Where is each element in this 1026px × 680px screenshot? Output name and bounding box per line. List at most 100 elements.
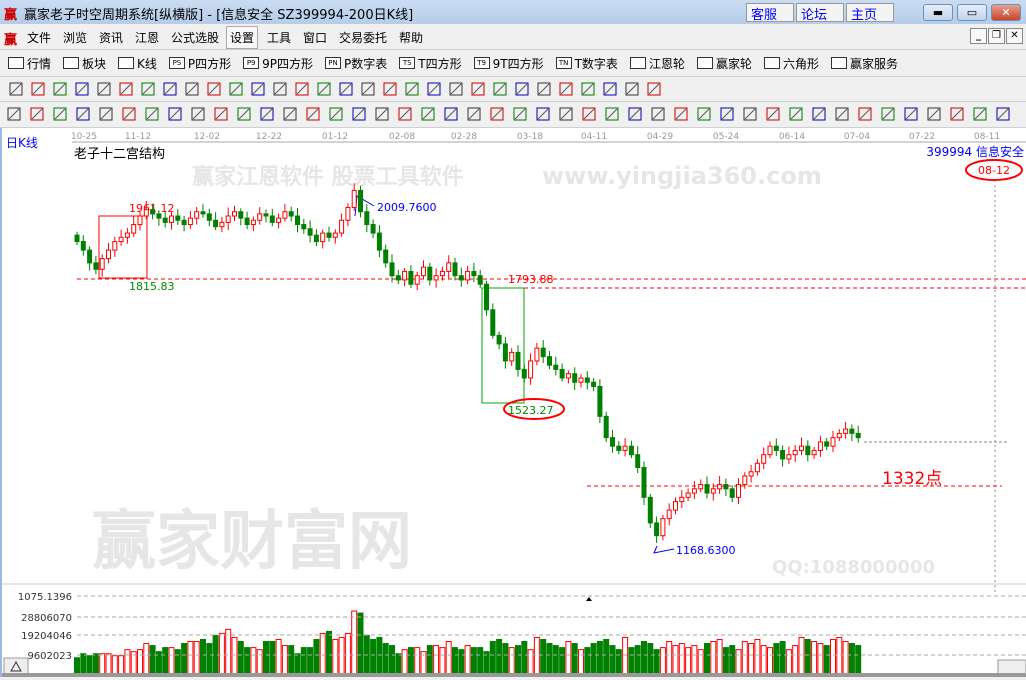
tool-icon[interactable] bbox=[213, 106, 229, 122]
tool-icon[interactable] bbox=[673, 106, 689, 122]
kline-chart[interactable]: 赢家财富网 赢家江恩软件 股票工具软件 www.yingjia360.com Q… bbox=[2, 128, 1026, 677]
toolbar-dollar-icon[interactable]: 赢家服务 bbox=[830, 55, 898, 72]
tool-icon[interactable] bbox=[857, 106, 873, 122]
tool-icon[interactable] bbox=[316, 81, 332, 97]
tool-icon[interactable] bbox=[259, 106, 275, 122]
menu-window[interactable]: 窗口 bbox=[303, 31, 328, 45]
tool-icon[interactable] bbox=[903, 106, 919, 122]
minimize-button[interactable]: ▬ bbox=[923, 4, 953, 21]
tool-icon[interactable] bbox=[360, 81, 376, 97]
tool-icon[interactable] bbox=[489, 106, 505, 122]
tool-icon[interactable] bbox=[30, 81, 46, 97]
tool-icon[interactable] bbox=[650, 106, 666, 122]
tool-icon[interactable] bbox=[282, 106, 298, 122]
tool-icon[interactable] bbox=[580, 81, 596, 97]
tool-icon[interactable] bbox=[144, 106, 160, 122]
menu-tools[interactable]: 工具 bbox=[267, 31, 292, 45]
tool-icon[interactable] bbox=[404, 81, 420, 97]
expand-panel-button[interactable] bbox=[3, 657, 29, 676]
homepage-link[interactable]: 主页 bbox=[846, 3, 894, 23]
toolbar-quote-table-icon[interactable]: 行情 bbox=[8, 55, 51, 72]
tool-icon[interactable] bbox=[880, 106, 896, 122]
tool-icon[interactable] bbox=[351, 106, 367, 122]
tool-icon[interactable] bbox=[8, 81, 24, 97]
tool-icon[interactable] bbox=[74, 81, 90, 97]
tool-icon[interactable] bbox=[627, 106, 643, 122]
tool-icon[interactable] bbox=[602, 81, 618, 97]
tool-icon[interactable] bbox=[140, 81, 156, 97]
tool-icon[interactable] bbox=[52, 81, 68, 97]
tool-icon[interactable] bbox=[167, 106, 183, 122]
tool-icon[interactable] bbox=[535, 106, 551, 122]
tool-icon[interactable] bbox=[328, 106, 344, 122]
toolbar-hexagon-icon[interactable]: 六角形 bbox=[763, 55, 819, 72]
menu-info[interactable]: 资讯 bbox=[99, 31, 124, 45]
tool-icon[interactable] bbox=[272, 81, 288, 97]
menu-trade[interactable]: 交易委托 bbox=[339, 31, 388, 45]
menu-formula[interactable]: 公式选股 bbox=[171, 31, 220, 45]
tool-icon[interactable] bbox=[397, 106, 413, 122]
tool-icon[interactable] bbox=[443, 106, 459, 122]
tool-icon[interactable] bbox=[581, 106, 597, 122]
mdi-restore-button[interactable]: ❐ bbox=[988, 28, 1005, 44]
toolbar-tn[interactable]: TN T数字表 bbox=[555, 55, 618, 72]
tool-icon[interactable] bbox=[719, 106, 735, 122]
tool-icon[interactable] bbox=[338, 81, 354, 97]
tool-icon[interactable] bbox=[811, 106, 827, 122]
toolbar-gann-wheel-icon[interactable]: 江恩轮 bbox=[629, 55, 685, 72]
tool-icon[interactable] bbox=[190, 106, 206, 122]
tool-icon[interactable] bbox=[374, 106, 390, 122]
tool-icon[interactable] bbox=[470, 81, 486, 97]
tool-icon[interactable] bbox=[926, 106, 942, 122]
mdi-minimize-button[interactable]: _ bbox=[970, 28, 987, 44]
menu-browse[interactable]: 浏览 bbox=[63, 31, 88, 45]
tool-icon[interactable] bbox=[29, 106, 45, 122]
close-button[interactable]: ✕ bbox=[991, 4, 1021, 21]
tool-icon[interactable] bbox=[228, 81, 244, 97]
tool-icon[interactable] bbox=[765, 106, 781, 122]
tool-icon[interactable] bbox=[558, 81, 574, 97]
tool-icon[interactable] bbox=[305, 106, 321, 122]
tool-icon[interactable] bbox=[512, 106, 528, 122]
toolbar-big-wheel-icon[interactable]: 赢家轮 bbox=[696, 55, 752, 72]
maximize-button[interactable]: ▭ bbox=[957, 4, 987, 21]
tool-icon[interactable] bbox=[466, 106, 482, 122]
customer-service-link[interactable]: 客服 bbox=[746, 3, 794, 23]
tool-icon[interactable] bbox=[52, 106, 68, 122]
tool-icon[interactable] bbox=[382, 81, 398, 97]
tool-icon[interactable] bbox=[492, 81, 508, 97]
tool-icon[interactable] bbox=[995, 106, 1011, 122]
tool-icon[interactable] bbox=[558, 106, 574, 122]
menu-settings[interactable]: 设置 bbox=[226, 26, 259, 49]
menu-help[interactable]: 帮助 bbox=[399, 31, 424, 45]
tool-icon[interactable] bbox=[98, 106, 114, 122]
toolbar-p9[interactable]: P9 9P四方形 bbox=[243, 55, 313, 72]
tool-icon[interactable] bbox=[624, 81, 640, 97]
kline-chart-panel[interactable]: 赢家财富网 赢家江恩软件 股票工具软件 www.yingjia360.com Q… bbox=[0, 128, 1026, 677]
scroll-right-button[interactable] bbox=[997, 659, 1026, 676]
forum-link[interactable]: 论坛 bbox=[796, 3, 844, 23]
toolbar-t9[interactable]: T9 9T四方形 bbox=[473, 55, 544, 72]
toolbar-candlestick-icon[interactable]: K线 bbox=[118, 55, 157, 72]
toolbar-ts[interactable]: TS T四方形 bbox=[399, 55, 462, 72]
tool-icon[interactable] bbox=[426, 81, 442, 97]
tool-icon[interactable] bbox=[834, 106, 850, 122]
tool-icon[interactable] bbox=[118, 81, 134, 97]
tool-icon[interactable] bbox=[536, 81, 552, 97]
toolbar-pn[interactable]: PN P数字表 bbox=[325, 55, 387, 72]
tool-icon[interactable] bbox=[646, 81, 662, 97]
horizontal-scrollbar[interactable] bbox=[2, 673, 1026, 677]
tool-icon[interactable] bbox=[696, 106, 712, 122]
tool-icon[interactable] bbox=[236, 106, 252, 122]
tool-icon[interactable] bbox=[788, 106, 804, 122]
tool-icon[interactable] bbox=[742, 106, 758, 122]
tool-icon[interactable] bbox=[949, 106, 965, 122]
tool-icon[interactable] bbox=[184, 81, 200, 97]
tool-icon[interactable] bbox=[294, 81, 310, 97]
tool-icon[interactable] bbox=[604, 106, 620, 122]
tool-icon[interactable] bbox=[250, 81, 266, 97]
tool-icon[interactable] bbox=[514, 81, 530, 97]
tool-icon[interactable] bbox=[162, 81, 178, 97]
tool-icon[interactable] bbox=[420, 106, 436, 122]
toolbar-ps[interactable]: PS P四方形 bbox=[168, 55, 231, 72]
